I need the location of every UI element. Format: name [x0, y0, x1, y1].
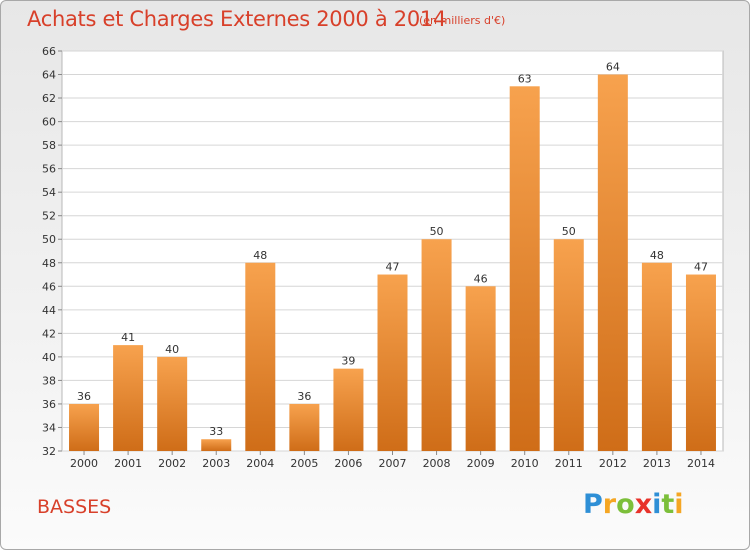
x-tick-label: 2012 — [599, 457, 627, 470]
data-label: 47 — [386, 261, 400, 274]
x-tick-label: 2002 — [158, 457, 186, 470]
commune-name: BASSES — [37, 496, 112, 518]
x-tick-label: 2007 — [379, 457, 407, 470]
y-tick-label: 60 — [42, 116, 56, 129]
y-tick-label: 52 — [42, 210, 56, 223]
y-tick-label: 42 — [42, 327, 56, 340]
logo-letter: r — [602, 489, 617, 520]
data-label: 47 — [694, 261, 708, 274]
y-tick-label: 40 — [42, 351, 56, 364]
y-tick-label: 34 — [42, 421, 56, 434]
logo-letter: i — [674, 489, 684, 520]
x-tick-label: 2013 — [643, 457, 671, 470]
chart-subtitle: (en milliers d'€) — [419, 14, 506, 27]
data-label: 33 — [209, 425, 223, 438]
data-label: 36 — [77, 390, 91, 403]
y-tick-label: 32 — [42, 445, 56, 458]
x-tick-label: 2011 — [555, 457, 583, 470]
bar — [641, 262, 672, 451]
y-tick-label: 48 — [42, 257, 56, 270]
x-tick-label: 2003 — [202, 457, 230, 470]
bar — [685, 274, 716, 451]
data-label: 46 — [474, 272, 488, 285]
logo-letter: o — [616, 489, 635, 520]
x-tick-label: 2004 — [246, 457, 274, 470]
bar — [69, 403, 100, 451]
y-tick-label: 36 — [42, 398, 56, 411]
x-tick-label: 2014 — [687, 457, 715, 470]
data-label: 39 — [341, 355, 355, 368]
bar — [201, 439, 232, 451]
logo-letter: t — [661, 489, 675, 520]
bar — [157, 356, 188, 451]
y-tick-label: 50 — [42, 233, 56, 246]
bar — [421, 239, 452, 451]
y-tick-label: 44 — [42, 304, 56, 317]
bar — [553, 239, 584, 451]
y-tick-label: 56 — [42, 163, 56, 176]
y-tick-label: 38 — [42, 374, 56, 387]
bar — [509, 86, 540, 451]
x-tick-label: 2006 — [334, 457, 362, 470]
x-tick-label: 2000 — [70, 457, 98, 470]
y-tick-label: 54 — [42, 186, 56, 199]
x-tick-label: 2008 — [423, 457, 451, 470]
x-tick-label: 2009 — [467, 457, 495, 470]
y-axis-ticks: 32 34 36 38 40 42 44 46 48 50 52 54 56 58 60 62 64 66 — [42, 45, 62, 458]
bar — [377, 274, 408, 451]
x-tick-label: 2010 — [511, 457, 539, 470]
y-tick-label: 46 — [42, 280, 56, 293]
bars — [69, 74, 716, 451]
data-label: 50 — [430, 225, 444, 238]
y-tick-label: 64 — [42, 69, 56, 82]
y-tick-label: 66 — [42, 45, 56, 58]
logo-letter: i — [652, 489, 662, 520]
chart-title: Achats et Charges Externes 2000 à 2014 — [27, 7, 447, 31]
data-label: 48 — [253, 249, 267, 262]
data-label: 64 — [606, 61, 620, 74]
bar — [333, 368, 364, 451]
y-tick-label: 62 — [42, 92, 56, 105]
proxiti-logo[interactable]: Proxiti — [583, 489, 684, 520]
x-tick-label: 2005 — [290, 457, 318, 470]
bar — [113, 345, 144, 451]
data-label: 40 — [165, 343, 179, 356]
y-tick-label: 58 — [42, 139, 56, 152]
x-tick-label: 2001 — [114, 457, 142, 470]
logo-letter: x — [634, 489, 653, 520]
bar — [289, 403, 320, 451]
bar — [465, 286, 496, 451]
data-label: 41 — [121, 331, 135, 344]
bar — [597, 74, 628, 451]
data-label: 63 — [518, 72, 532, 85]
data-label: 48 — [650, 249, 664, 262]
data-labels: 36 41 40 33 48 36 39 47 50 46 63 50 64 48 47 — [77, 61, 708, 439]
data-label: 36 — [297, 390, 311, 403]
logo-letter: P — [583, 489, 603, 520]
data-label: 50 — [562, 225, 576, 238]
x-axis-ticks: 2000 2001 2002 2003 2004 2005 2006 2007 2008 2009… — [70, 451, 715, 470]
bar — [245, 262, 276, 451]
